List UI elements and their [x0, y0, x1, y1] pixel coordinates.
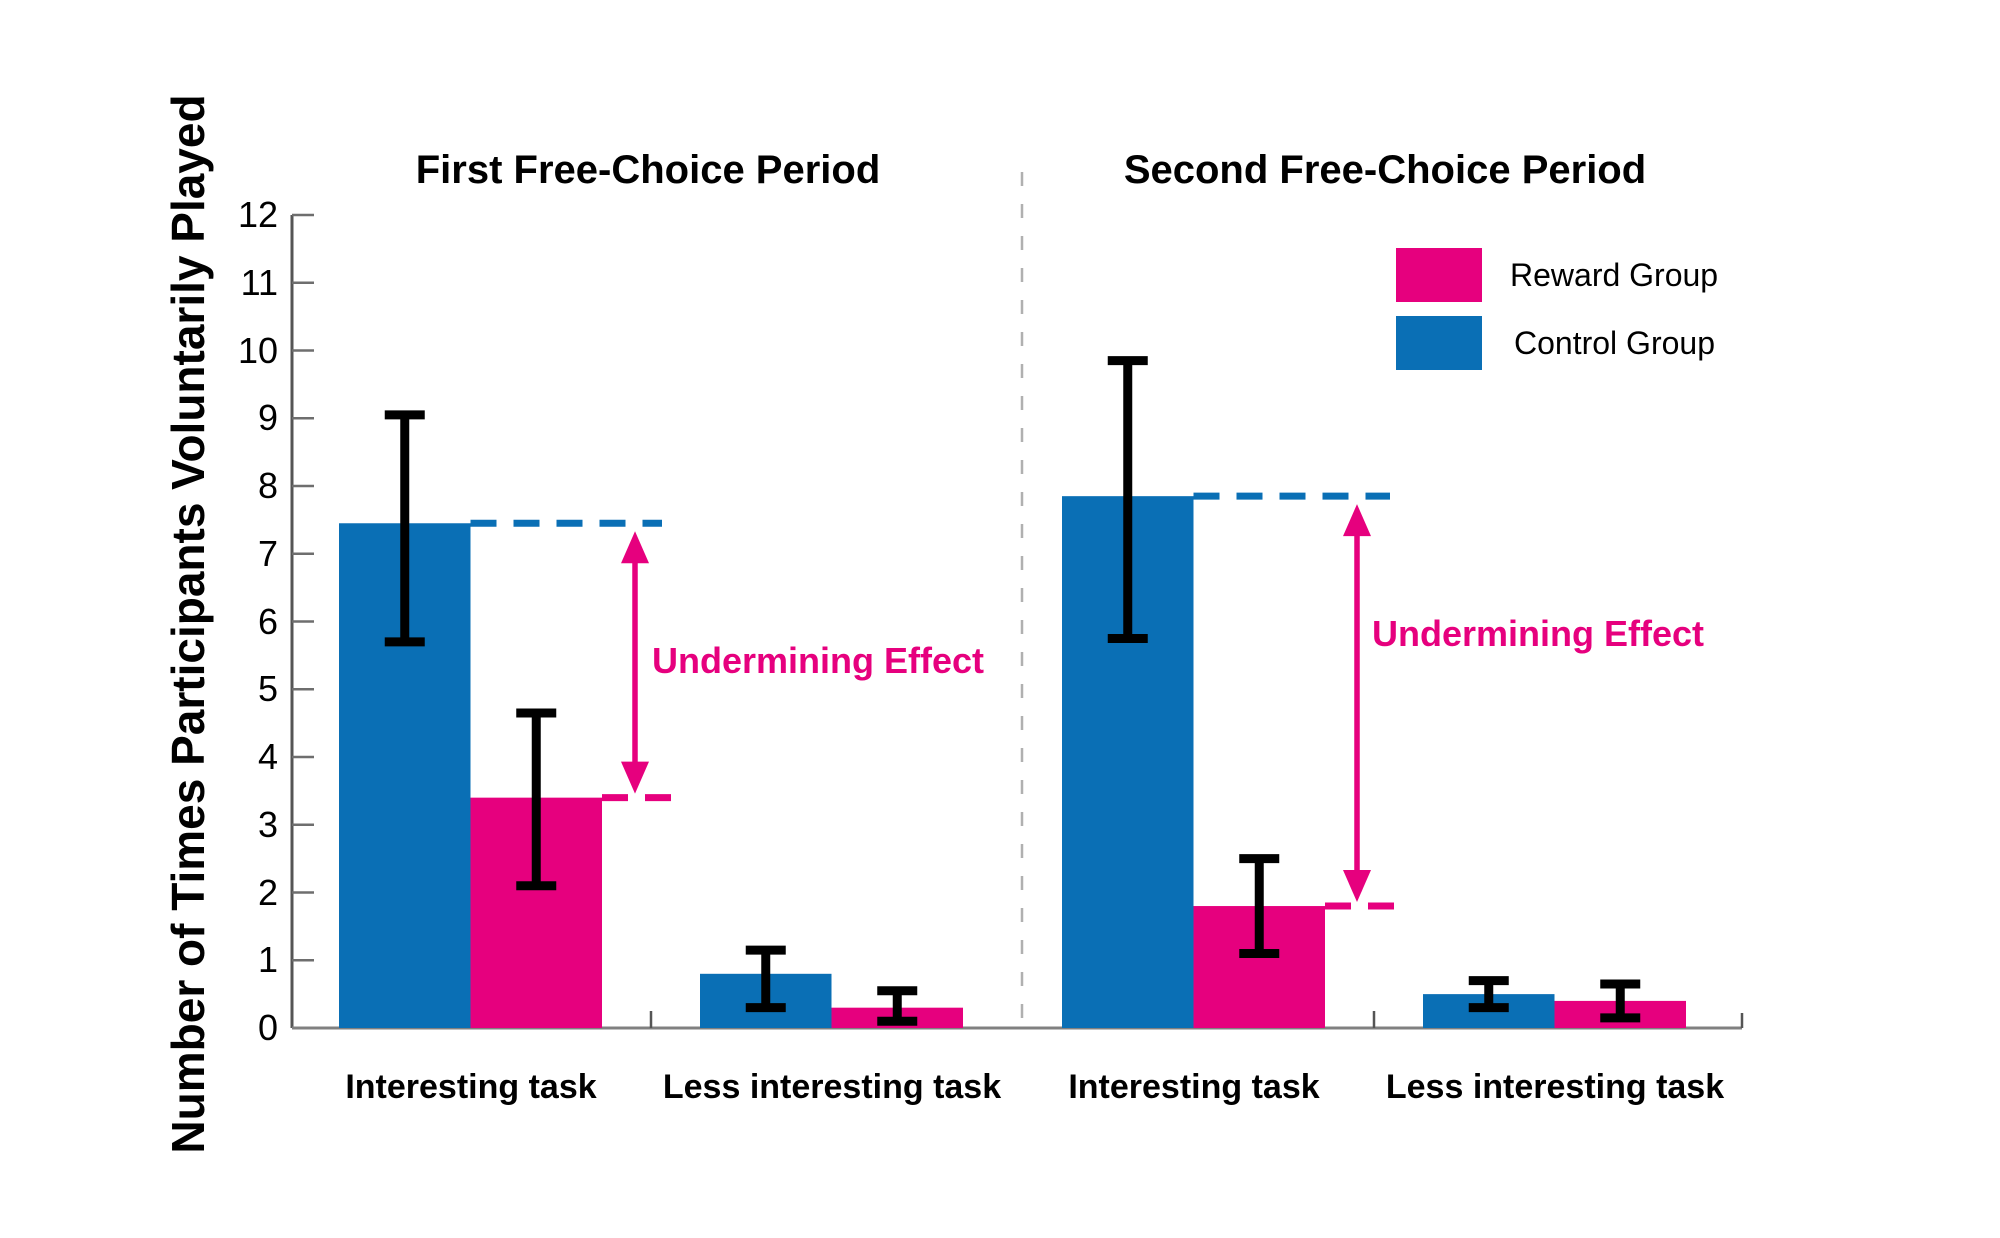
- arrow-head-up-icon: [1343, 504, 1371, 537]
- legend-swatch-control: [1396, 316, 1482, 370]
- y-tick-label: 8: [257, 465, 278, 506]
- y-tick-label: 3: [257, 803, 278, 845]
- panel-title-first: First Free-Choice Period: [415, 148, 881, 192]
- undermining-effect-label: Undermining Effect: [652, 640, 985, 681]
- y-tick-label: 12: [237, 194, 278, 235]
- y-tick-label: 9: [257, 397, 278, 439]
- panel-title-second: Second Free-Choice Period: [1123, 148, 1647, 192]
- x-category-label: Less interesting task: [662, 1068, 1002, 1106]
- x-category-label: Less interesting task: [1385, 1068, 1725, 1106]
- x-category-label: Interesting task: [345, 1068, 597, 1106]
- y-tick-label: 7: [257, 532, 278, 574]
- y-tick-label: 1: [257, 939, 278, 981]
- legend-label-control: Control Group: [1514, 325, 1715, 361]
- arrow-head-up-icon: [621, 531, 649, 564]
- y-tick-label: 11: [240, 261, 278, 303]
- legend-swatch-reward: [1396, 248, 1482, 302]
- legend-label-reward: Reward Group: [1510, 257, 1719, 293]
- y-tick-label: 0: [257, 1007, 278, 1048]
- y-tick-label: 10: [237, 329, 278, 371]
- y-tick-label: 4: [257, 736, 278, 777]
- y-tick-label: 2: [257, 871, 278, 913]
- arrow-head-down-icon: [1343, 870, 1371, 903]
- arrow-head-down-icon: [621, 761, 649, 794]
- y-tick-label: 5: [257, 668, 278, 710]
- y-tick-label: 6: [257, 600, 278, 642]
- x-category-label: Interesting task: [1068, 1068, 1320, 1106]
- undermining-effect-label: Undermining Effect: [1372, 613, 1705, 654]
